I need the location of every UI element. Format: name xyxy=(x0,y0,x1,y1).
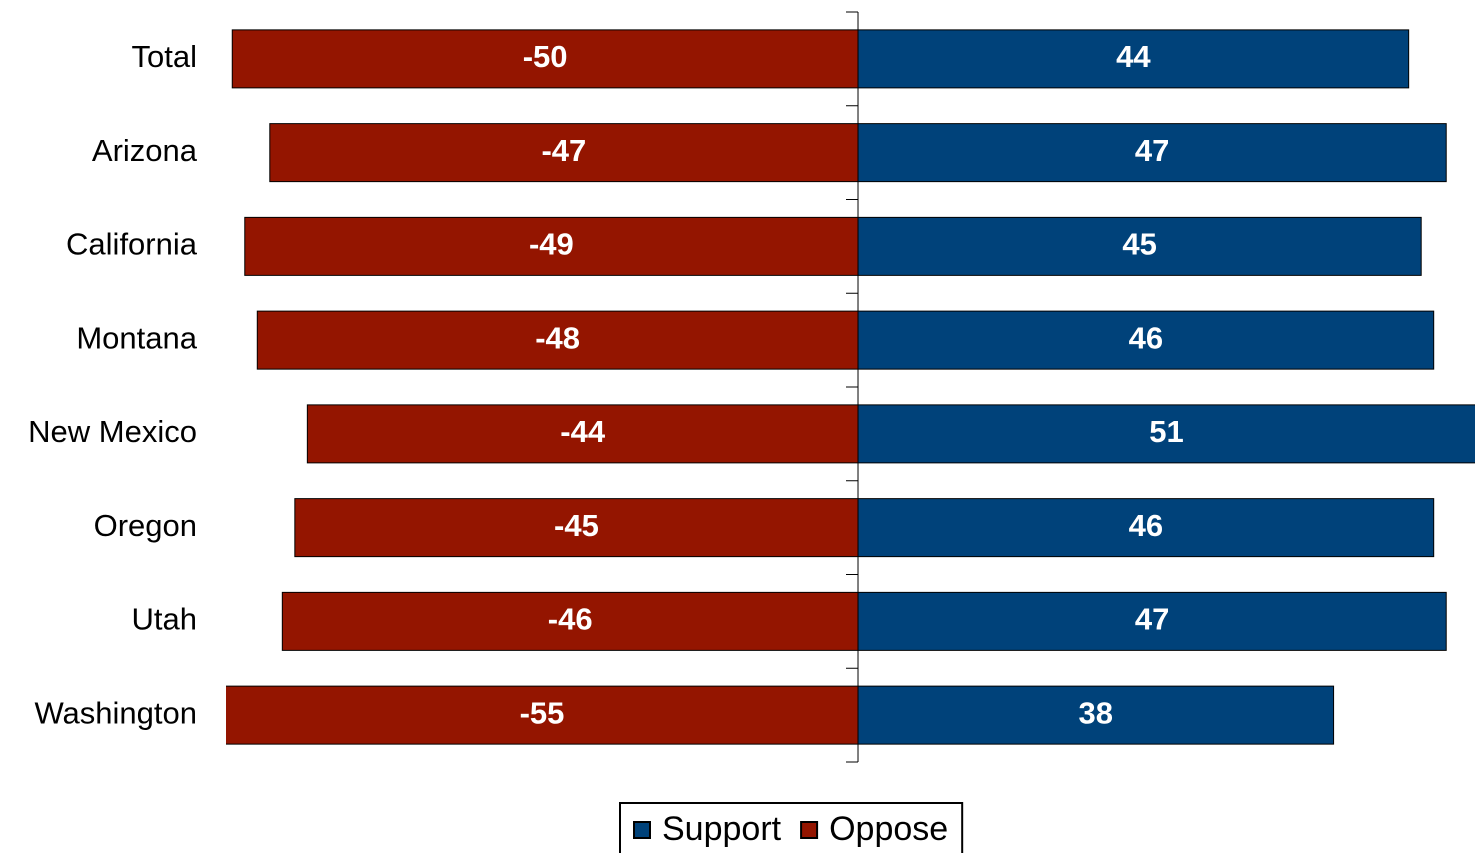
data-label: -47 xyxy=(541,133,586,168)
data-label: 46 xyxy=(1129,508,1163,543)
y-tick-label: Montana xyxy=(76,320,197,355)
data-label: -49 xyxy=(529,227,574,262)
data-label: -55 xyxy=(520,695,565,730)
bar xyxy=(857,404,1475,464)
data-label: 47 xyxy=(1135,133,1169,168)
bar xyxy=(226,685,859,745)
data-label: 46 xyxy=(1129,320,1163,355)
bar xyxy=(857,123,1447,183)
bar xyxy=(306,404,859,464)
plot-area xyxy=(226,29,1475,745)
y-tick-label: Washington xyxy=(34,695,197,730)
bar xyxy=(256,310,859,370)
legend-swatch xyxy=(800,821,819,839)
legend-label: Support xyxy=(662,810,782,848)
data-label: -44 xyxy=(560,414,606,449)
legend-swatch xyxy=(633,821,651,839)
bar xyxy=(857,216,1422,276)
y-tick-label: New Mexico xyxy=(28,414,197,449)
data-label: -48 xyxy=(535,320,580,355)
bar xyxy=(281,591,859,651)
data-label: 45 xyxy=(1122,227,1156,262)
y-tick-label: Utah xyxy=(132,602,197,637)
legend-label: Oppose xyxy=(829,810,948,848)
data-label: 47 xyxy=(1135,602,1169,637)
bar xyxy=(857,310,1435,370)
y-tick-label: Arizona xyxy=(92,133,198,168)
bar xyxy=(857,685,1335,745)
legend: Support Oppose xyxy=(619,802,964,856)
data-label: -45 xyxy=(554,508,599,543)
data-label: -50 xyxy=(523,39,568,74)
y-tick-label: California xyxy=(66,227,198,262)
data-label: -46 xyxy=(548,602,593,637)
y-tick-label: Oregon xyxy=(94,508,197,543)
bar xyxy=(857,29,1410,89)
y-tick-label: Total xyxy=(132,39,197,74)
data-label: 38 xyxy=(1079,695,1113,730)
data-label: 44 xyxy=(1116,39,1151,74)
bar xyxy=(294,498,859,558)
legend-box xyxy=(619,802,964,856)
data-label: 51 xyxy=(1149,414,1183,449)
bar xyxy=(269,123,859,183)
bar xyxy=(244,216,859,276)
